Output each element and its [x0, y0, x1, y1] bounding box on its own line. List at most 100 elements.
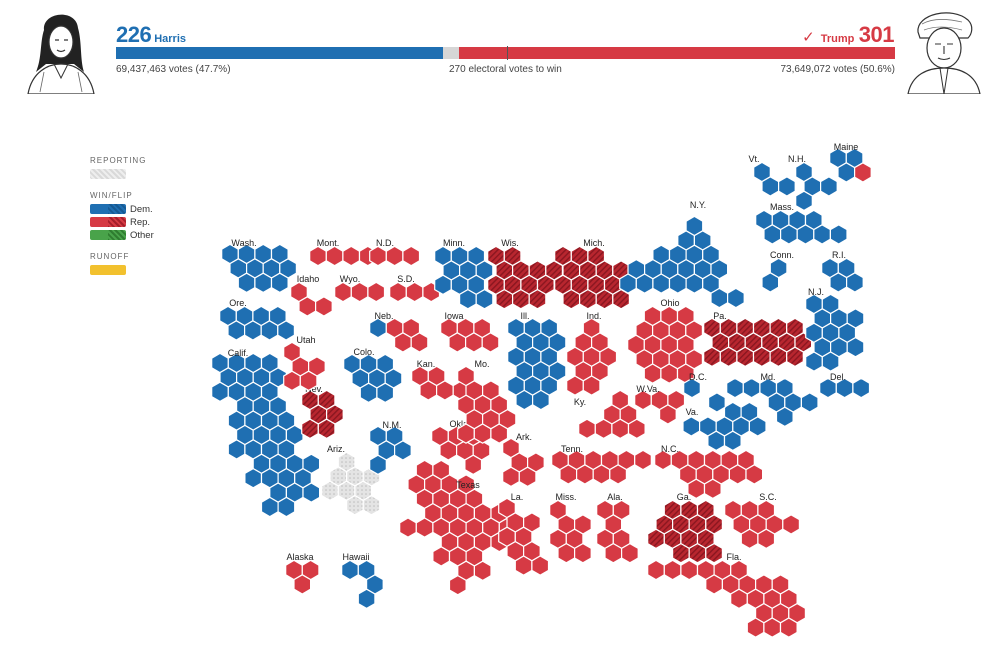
state-pa[interactable]: Pa. [703, 311, 813, 368]
hex-cell [800, 392, 819, 413]
state-la[interactable]: La. [498, 492, 550, 576]
state-label: Texas [456, 480, 480, 490]
state-tenn[interactable]: Tenn. [551, 444, 652, 485]
state-maine[interactable]: Maine [829, 142, 872, 183]
state-nc[interactable]: N.C. [654, 444, 764, 500]
state-del[interactable]: Del. [819, 372, 871, 399]
state-md[interactable]: Md. [726, 372, 819, 428]
hex-cell [775, 406, 794, 428]
state-label: Md. [760, 372, 775, 382]
state-label: N.C. [661, 444, 679, 454]
state-mo[interactable]: Mo. [457, 359, 517, 444]
state-ga[interactable]: Ga. [647, 492, 724, 564]
hex-cell [575, 464, 594, 485]
hex-cell [369, 317, 387, 339]
hex-cell [475, 288, 494, 310]
state-va[interactable]: Va. [682, 401, 767, 452]
state-label: Iowa [444, 311, 463, 321]
state-vt[interactable]: Vt. [748, 154, 796, 197]
legend-dem-label: Dem. [130, 204, 153, 215]
state-ky[interactable]: Ky. [574, 389, 646, 440]
state-calif[interactable]: Calif. [211, 348, 321, 518]
state-ohio[interactable]: Ohio [627, 298, 704, 384]
state-mich[interactable]: Mich. [554, 238, 631, 310]
state-wash[interactable]: Wash. [221, 238, 297, 294]
state-neb[interactable]: Neb. [369, 311, 429, 353]
trump-tally: ✓ Trump 301 [802, 22, 894, 48]
state-sd[interactable]: S.D. [389, 274, 441, 303]
state-texas[interactable]: Texas [399, 459, 517, 596]
state-label: Ohio [660, 298, 679, 308]
state-label: S.D. [397, 274, 415, 284]
state-idaho[interactable]: Idaho [290, 274, 333, 317]
legend-rep-swatch [90, 217, 126, 228]
state-colo[interactable]: Colo. [343, 347, 403, 404]
hex-cell [367, 281, 386, 303]
state-mass[interactable]: Mass. [755, 202, 848, 245]
state-hawaii[interactable]: Hawaii [341, 552, 384, 610]
state-ind[interactable]: Ind. [566, 311, 618, 396]
state-conn[interactable]: Conn. [761, 250, 794, 293]
state-ala[interactable]: Ala. [596, 492, 639, 564]
hex-cell [432, 546, 451, 567]
hex-cell [434, 274, 452, 296]
hex-cell [270, 272, 289, 294]
hex-cell [652, 273, 671, 294]
hex-cell [763, 224, 782, 245]
state-ore[interactable]: Ore. [219, 298, 295, 341]
state-iowa[interactable]: Iowa [440, 311, 500, 353]
state-dc[interactable]: D.C. [683, 372, 726, 413]
state-sc[interactable]: S.C. [724, 492, 801, 550]
legend-reporting-heading: REPORTING [90, 156, 147, 165]
hex-cell [680, 559, 699, 581]
state-wva[interactable]: W.Va. [634, 384, 686, 425]
state-mont[interactable]: Mont. [309, 238, 377, 267]
state-minn[interactable]: Minn. [434, 238, 494, 310]
state-ill[interactable]: Ill. [507, 311, 567, 411]
legend-winflip-heading: WIN/FLIP [90, 191, 133, 200]
state-ark[interactable]: Ark. [502, 432, 545, 488]
state-fla[interactable]: Fla. [647, 552, 807, 638]
hex-cell [277, 320, 295, 341]
hex-cell [723, 430, 742, 452]
state-nd[interactable]: N.D. [369, 238, 421, 267]
hex-cell [342, 245, 361, 267]
state-label: W.Va. [636, 384, 659, 394]
state-nh[interactable]: N.H. [788, 154, 838, 212]
state-label: S.C. [759, 492, 777, 502]
state-label: Ill. [521, 311, 530, 321]
trump-name: Trump [820, 33, 855, 45]
state-wis[interactable]: Wis. [487, 238, 564, 310]
legend-rep-label: Rep. [130, 217, 151, 228]
state-label: Nev. [305, 384, 323, 394]
hex-cell [321, 480, 339, 502]
state-alaska[interactable]: Alaska [285, 552, 320, 595]
hex-cell [573, 542, 592, 564]
state-label: Alaska [286, 552, 313, 562]
hex-cell [562, 288, 581, 310]
state-label: Wyo. [340, 274, 360, 284]
hex-cell [334, 281, 352, 303]
undecided-bar-segment [443, 47, 460, 59]
state-wyo[interactable]: Wyo. [334, 274, 386, 303]
state-ariz[interactable]: Ariz. [321, 444, 381, 516]
trump-bar-segment [459, 47, 895, 59]
state-nm[interactable]: N.M. [369, 420, 412, 476]
harris-bar-segment [116, 47, 444, 59]
hex-cell [592, 464, 611, 485]
state-ny[interactable]: N.Y. [619, 200, 745, 309]
harris-popular-vote: 69,437,463 votes (47.7%) [116, 64, 231, 75]
hex-cell [594, 418, 613, 440]
hex-cell [518, 466, 537, 488]
hex-cell [786, 346, 804, 368]
state-utah[interactable]: Utah [283, 335, 326, 392]
state-label: Minn. [443, 238, 465, 248]
hex-cell [481, 332, 500, 353]
state-nev[interactable]: Nev. [301, 384, 344, 440]
hex-cell [742, 377, 761, 399]
state-miss[interactable]: Miss. [549, 492, 592, 564]
state-ri[interactable]: R.I. [821, 250, 864, 293]
hex-cell [459, 288, 477, 310]
state-label: Colo. [353, 347, 374, 357]
state-nj[interactable]: N.J. [805, 287, 865, 372]
